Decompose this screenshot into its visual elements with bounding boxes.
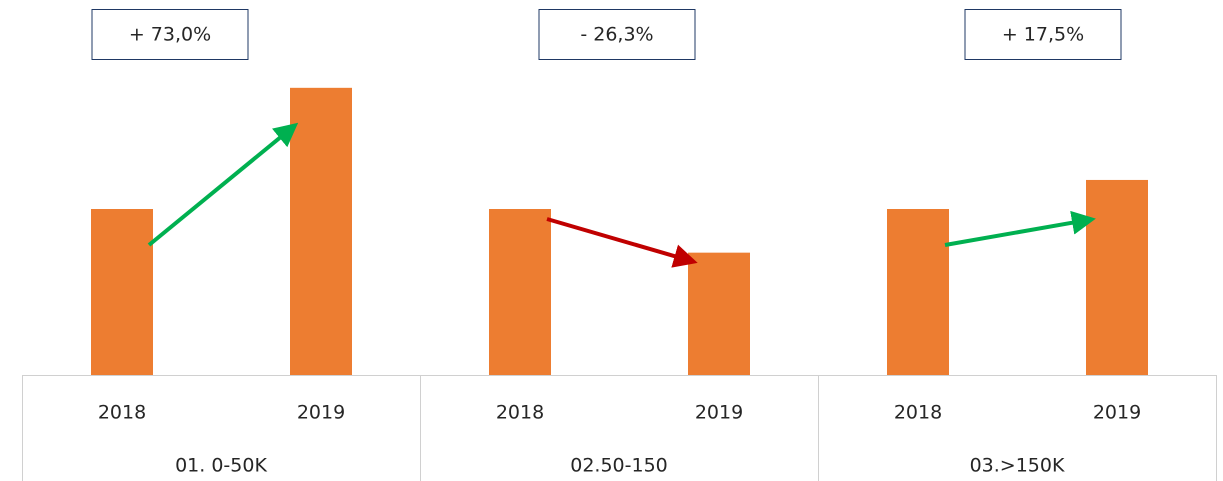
category-table [22, 375, 1217, 481]
change-arrow [944, 210, 1096, 247]
bar [688, 252, 750, 375]
x-tick-label: 2018 [894, 402, 942, 424]
annotation-box [538, 9, 696, 60]
annotation: - 26,3% [580, 24, 653, 46]
x-tick-label: 2019 [297, 402, 345, 424]
bar [290, 87, 352, 375]
bar [489, 209, 551, 375]
annotation: + 17,5% [1002, 24, 1084, 46]
bar [887, 209, 949, 375]
annotation: + 73,0% [129, 24, 211, 46]
annotation-box [91, 9, 249, 60]
change-arrow [147, 122, 299, 247]
group-label: 03.>150K [970, 455, 1065, 477]
x-tick-label: 2019 [1093, 402, 1141, 424]
group-label: 01. 0-50K [175, 455, 267, 477]
change-arrow [546, 217, 698, 268]
annotation-box [964, 9, 1122, 60]
x-tick-label: 2018 [98, 402, 146, 424]
x-tick-label: 2018 [496, 402, 544, 424]
group-label: 02.50-150 [570, 455, 668, 477]
bar [91, 209, 153, 375]
x-tick-label: 2019 [695, 402, 743, 424]
bar [1086, 179, 1148, 375]
